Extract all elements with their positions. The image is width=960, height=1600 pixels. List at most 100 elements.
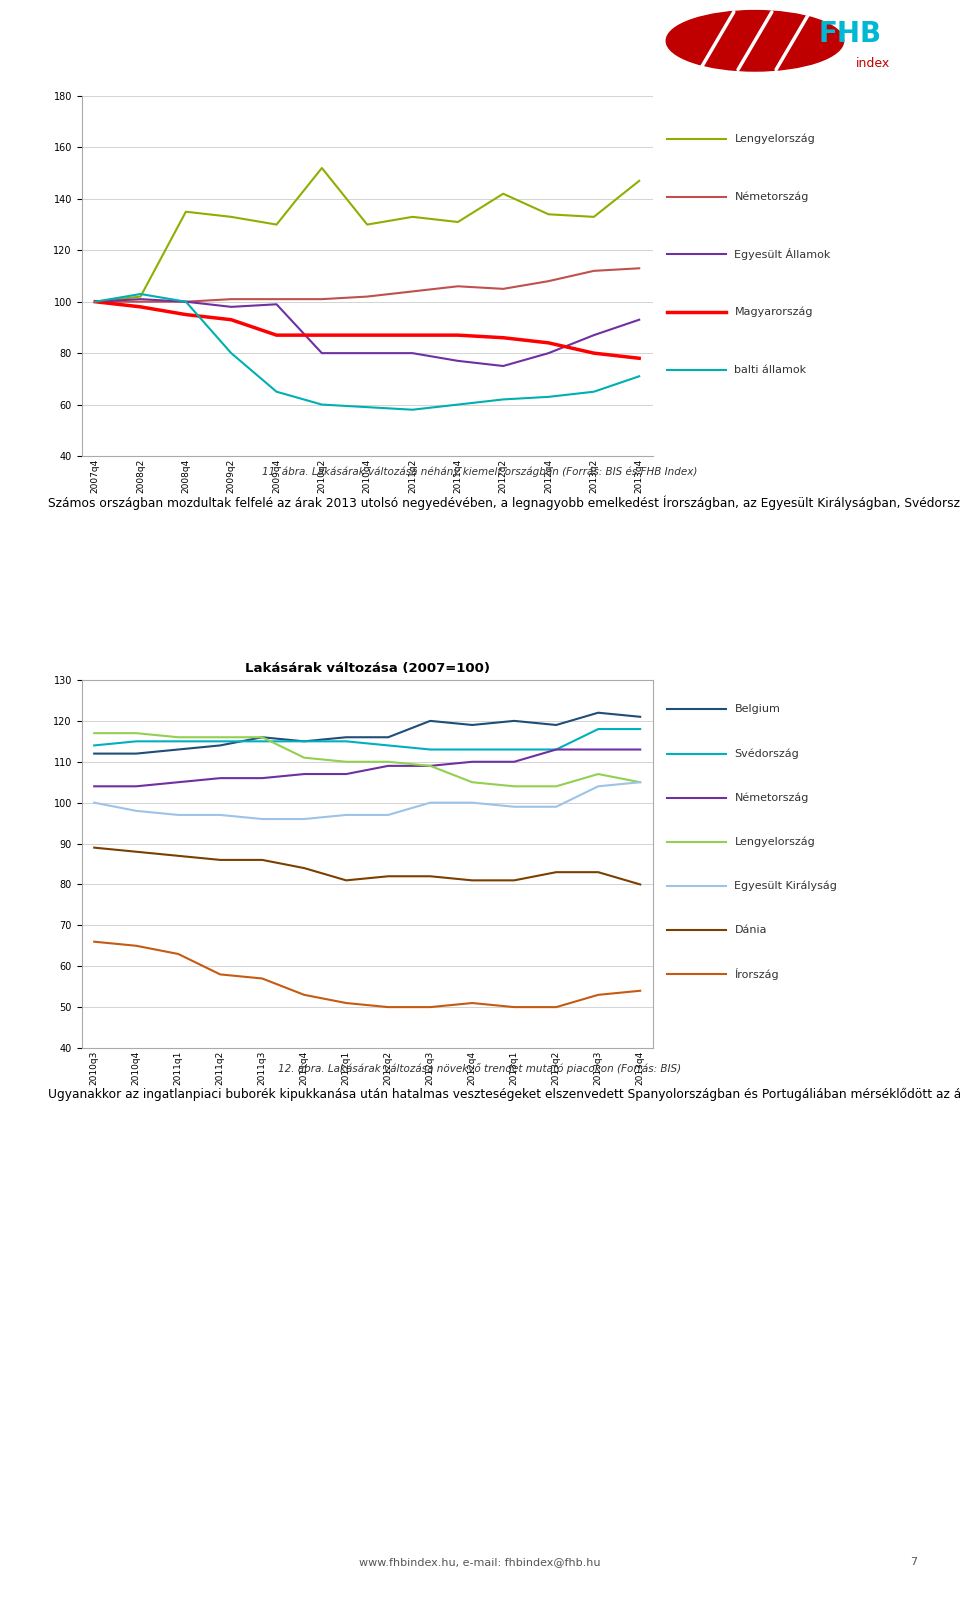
Egyesült Királyság <box>131 802 142 821</box>
Németország <box>497 280 509 299</box>
Németország <box>542 272 554 291</box>
Írország <box>592 986 604 1005</box>
Lengyelország <box>88 723 100 742</box>
Egyesült Királyság <box>635 773 646 792</box>
Egyesült Királyság <box>382 805 394 824</box>
Egyesült Királyság <box>424 794 436 813</box>
Németország <box>256 768 268 787</box>
Lengyelország <box>407 208 419 227</box>
Svédország <box>299 731 310 750</box>
balti államok <box>226 344 237 363</box>
Lengyelország <box>497 184 509 203</box>
Svédország <box>509 739 520 758</box>
Line: Magyarország: Magyarország <box>95 302 639 358</box>
Belgium <box>88 744 100 763</box>
Németország <box>634 259 645 278</box>
Text: balti államok: balti államok <box>734 365 806 374</box>
Németország <box>452 277 464 296</box>
Egyesült Királyság <box>256 810 268 829</box>
Egyesült Államok <box>316 344 327 363</box>
Lengyelország <box>173 728 184 747</box>
Dánia <box>635 875 646 894</box>
Egyesült Államok <box>361 344 372 363</box>
balti államok <box>634 366 645 386</box>
Belgium <box>467 715 478 734</box>
Németország <box>382 757 394 776</box>
Svédország <box>635 720 646 739</box>
Belgium <box>550 715 562 734</box>
balti államok <box>361 397 372 416</box>
Dánia <box>256 850 268 869</box>
Németország <box>88 776 100 795</box>
Text: 11. ábra. Lakásárak változása néhány kiemelt országban (Forrás: BIS és FHB Index: 11. ábra. Lakásárak változása néhány kie… <box>262 467 698 477</box>
balti államok <box>452 395 464 414</box>
Lengyelország <box>424 757 436 776</box>
balti államok <box>316 395 327 414</box>
Line: Lengyelország: Lengyelország <box>95 168 639 302</box>
Németország <box>424 757 436 776</box>
Dánia <box>341 870 352 890</box>
Egyesült Királyság <box>88 794 100 813</box>
Írország <box>550 997 562 1016</box>
Dánia <box>88 838 100 858</box>
Írország <box>173 944 184 963</box>
Belgium <box>592 702 604 722</box>
Text: 12. ábra. Lakásárak változása növekvő trendet mutató piacokon (Forrás: BIS): 12. ábra. Lakásárak változása növekvő tr… <box>278 1062 682 1074</box>
Line: Németország: Németország <box>94 749 640 786</box>
Dánia <box>467 870 478 890</box>
Magyarország <box>588 344 600 363</box>
Németország <box>635 739 646 758</box>
Lengyelország <box>341 752 352 771</box>
Svédország <box>173 731 184 750</box>
Line: Dánia: Dánia <box>94 848 640 885</box>
Írország <box>256 970 268 989</box>
Belgium <box>299 731 310 750</box>
Belgium <box>635 707 646 726</box>
Németország <box>89 293 101 312</box>
Svédország <box>131 731 142 750</box>
Egyesült Királyság <box>341 805 352 824</box>
Írország <box>299 986 310 1005</box>
Svédország <box>550 739 562 758</box>
balti államok <box>407 400 419 419</box>
balti államok <box>542 387 554 406</box>
balti államok <box>497 390 509 410</box>
Németország <box>316 290 327 309</box>
Magyarország <box>634 349 645 368</box>
Magyarország <box>134 298 146 317</box>
balti államok <box>89 293 101 312</box>
Lengyelország <box>467 773 478 792</box>
Egyesült Királyság <box>592 776 604 795</box>
Lengyelország <box>509 776 520 795</box>
Németország <box>592 739 604 758</box>
Írország <box>467 994 478 1013</box>
balti államok <box>271 382 282 402</box>
Dánia <box>424 867 436 886</box>
Egyesült Királyság <box>173 805 184 824</box>
Belgium <box>424 712 436 731</box>
Text: Dánia: Dánia <box>734 925 767 936</box>
Írország <box>88 933 100 952</box>
Magyarország <box>497 328 509 347</box>
Németország <box>361 286 372 306</box>
Svédország <box>341 731 352 750</box>
Dánia <box>214 850 226 869</box>
balti államok <box>180 293 192 312</box>
Egyesült Államok <box>497 357 509 376</box>
Lengyelország <box>588 208 600 227</box>
Magyarország <box>316 325 327 344</box>
Svédország <box>592 720 604 739</box>
Lengyelország <box>271 214 282 234</box>
Text: Írország: Írország <box>734 968 779 981</box>
Németország <box>180 293 192 312</box>
Line: Svédország: Svédország <box>94 730 640 749</box>
Line: Egyesült Királyság: Egyesült Királyság <box>94 782 640 819</box>
Németország <box>131 776 142 795</box>
Text: Németország: Németország <box>734 192 808 202</box>
Magyarország <box>226 310 237 330</box>
Lengyelország <box>134 286 146 306</box>
Egyesült Államok <box>180 293 192 312</box>
Belgium <box>341 728 352 747</box>
Magyarország <box>452 325 464 344</box>
Dánia <box>173 846 184 866</box>
